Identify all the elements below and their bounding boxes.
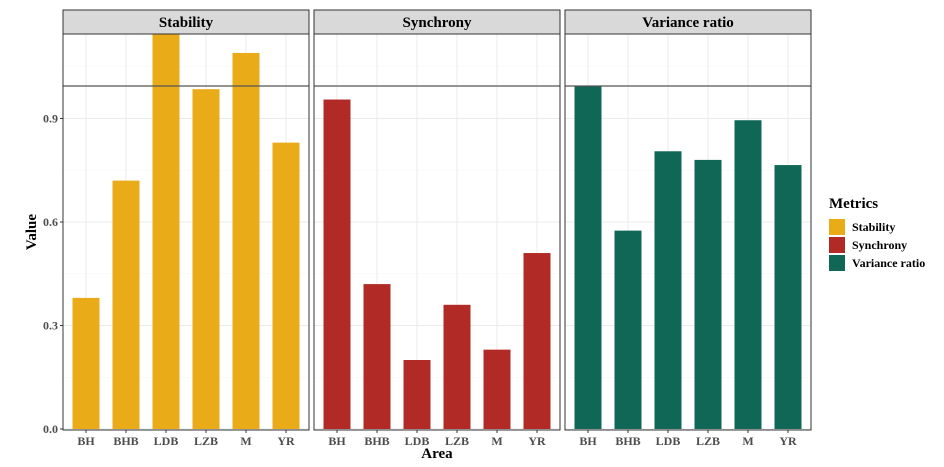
facet-strip	[62, 9, 310, 35]
panel-border	[62, 33, 310, 431]
x-tick-label: M	[240, 434, 251, 448]
panel-background	[63, 34, 309, 430]
y-tick-label: 0.0	[43, 422, 58, 436]
x-tick-label: BHB	[364, 434, 389, 448]
panel-background	[314, 34, 560, 430]
bar-bhb	[112, 180, 140, 429]
legend-swatch	[829, 255, 845, 271]
bar-yr	[272, 142, 300, 429]
legend-entry: Variance ratio	[852, 256, 925, 270]
x-tick-label: LDB	[656, 434, 681, 448]
x-axis-title: Area	[421, 446, 453, 462]
x-tick-label: LDB	[154, 434, 179, 448]
x-tick-label: YR	[779, 434, 797, 448]
facet-panels: Stability BH BHB LDB LZB M YR Synchrony BH BHB LDB…	[62, 9, 812, 448]
panel-background	[565, 34, 811, 430]
bar-yr	[774, 165, 802, 429]
facet-variance-ratio: Variance ratio BH BHB LDB LZB M YR	[564, 9, 812, 448]
bar-bhb	[614, 230, 642, 429]
bar-bh	[574, 85, 602, 429]
bar-lzb	[694, 159, 722, 429]
y-axis-title: Value	[24, 214, 40, 250]
x-tick-label: BHB	[113, 434, 138, 448]
legend-entry: Stability	[852, 220, 895, 234]
legend-swatch	[829, 219, 845, 235]
facet-strip-label: Stability	[159, 15, 214, 31]
facet-strip-label: Variance ratio	[642, 15, 734, 31]
x-tick-label: BH	[328, 434, 346, 448]
bar-m	[232, 52, 260, 429]
x-tick-label: YR	[277, 434, 295, 448]
y-tick-label: 0.6	[43, 215, 58, 229]
x-tick-label: LZB	[194, 434, 218, 448]
y-tick-label: 0.3	[43, 319, 58, 333]
x-tick-label: M	[742, 434, 753, 448]
bar-ldb	[403, 360, 431, 429]
facet-stability: Stability BH BHB LDB LZB M YR	[62, 9, 310, 448]
bar-bhb	[363, 284, 391, 429]
bar-m	[734, 120, 762, 429]
legend-title: Metrics	[829, 196, 878, 212]
facet-strip	[313, 9, 561, 35]
bar-yr	[523, 253, 551, 429]
x-tick-label: BH	[579, 434, 597, 448]
x-tick-label: YR	[528, 434, 546, 448]
bar-ldb	[654, 151, 682, 429]
bar-bh	[323, 99, 351, 430]
legend-entry: Synchrony	[852, 238, 907, 252]
panel-border	[313, 33, 561, 431]
bar-lzb	[192, 89, 220, 430]
facet-synchrony: Synchrony BH BHB LDB LZB M YR	[313, 9, 561, 448]
bar-m	[483, 349, 511, 429]
facet-strip-label: Synchrony	[403, 15, 472, 31]
bar-lzb	[443, 304, 471, 429]
bar-bh	[72, 297, 100, 429]
facet-strip	[564, 9, 812, 35]
x-tick-label: BH	[77, 434, 95, 448]
x-tick-label: LDB	[405, 434, 430, 448]
y-axis: 0.0 0.3 0.6 0.9	[43, 112, 63, 436]
x-tick-label: LZB	[696, 434, 720, 448]
x-tick-label: M	[491, 434, 502, 448]
y-tick-label: 0.9	[43, 112, 58, 126]
x-tick-label: LZB	[445, 434, 469, 448]
x-tick-label: BHB	[615, 434, 640, 448]
bar-ldb	[152, 34, 180, 429]
legend-swatch	[829, 237, 845, 253]
panel-border	[564, 33, 812, 431]
legend: Metrics Stability Synchrony Variance ratio	[829, 196, 925, 271]
